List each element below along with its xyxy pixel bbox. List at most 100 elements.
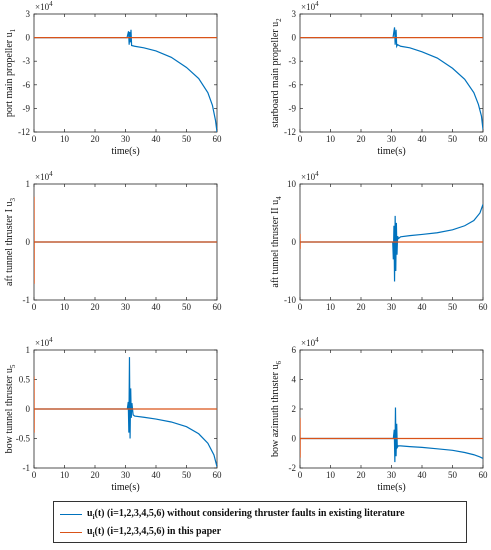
y-tick-label: 1 <box>26 345 31 355</box>
y-tick-label: -9 <box>289 103 297 113</box>
axis-exponent: ×104 <box>301 0 319 12</box>
x-tick-label: 60 <box>213 134 223 144</box>
y-tick-label: 4 <box>292 375 297 385</box>
x-tick-label: 0 <box>32 134 37 144</box>
y-tick-label: -6 <box>23 80 31 90</box>
x-tick-label: 50 <box>182 470 192 480</box>
x-axis-label: time(s) <box>111 146 139 157</box>
x-tick-label: 20 <box>357 470 367 480</box>
x-tick-label: 20 <box>357 302 367 312</box>
y-tick-label: 3 <box>26 9 31 19</box>
x-tick-label: 20 <box>357 134 367 144</box>
x-axis-label: time(s) <box>377 146 405 157</box>
x-tick-label: 40 <box>418 470 428 480</box>
x-tick-label: 60 <box>479 302 489 312</box>
x-tick-label: 40 <box>418 302 428 312</box>
y-tick-label: -1 <box>23 463 31 473</box>
series-line-this_paper <box>34 376 217 433</box>
legend-swatch-literature <box>60 513 82 515</box>
x-tick-label: 40 <box>152 470 162 480</box>
y-tick-label: 0 <box>292 237 297 247</box>
x-tick-label: 60 <box>479 470 489 480</box>
y-tick-label: 1 <box>26 179 31 189</box>
legend-item-this-paper: ui(t) (i=1,2,3,4,5,6) in this paper <box>60 524 221 540</box>
x-tick-label: 0 <box>298 302 303 312</box>
x-axis-label: time(s) <box>377 482 405 493</box>
legend-label-literature: ui(t) (i=1,2,3,4,5,6) without considerin… <box>87 507 405 521</box>
x-tick-label: 20 <box>91 134 101 144</box>
y-tick-label: 10 <box>287 179 297 189</box>
x-tick-label: 10 <box>326 470 336 480</box>
x-tick-label: 0 <box>298 470 303 480</box>
y-tick-label: 0 <box>26 33 31 43</box>
x-tick-label: 50 <box>448 134 458 144</box>
y-tick-label: 0 <box>292 33 297 43</box>
x-tick-label: 50 <box>448 470 458 480</box>
subplot-5: 0 10 20 30 40 50 60 -1 -0.5 0 0.5 1 ×104 time(s) bow t… <box>4 336 222 493</box>
axis-exponent: ×104 <box>301 170 319 182</box>
x-tick-label: 40 <box>152 134 162 144</box>
series-line-this_paper <box>300 417 483 458</box>
y-tick-label: -3 <box>23 56 31 66</box>
x-tick-label: 10 <box>60 302 70 312</box>
x-tick-label: 50 <box>448 302 458 312</box>
x-tick-label: 30 <box>387 134 397 144</box>
y-tick-label: 3 <box>292 9 297 19</box>
x-tick-label: 50 <box>182 134 192 144</box>
x-tick-label: 0 <box>32 302 37 312</box>
y-tick-label: -1 <box>23 295 31 305</box>
y-tick-label: -2 <box>289 463 297 473</box>
y-tick-label: -0.5 <box>16 434 31 444</box>
series-line-literature <box>34 357 217 467</box>
x-tick-label: 60 <box>213 302 223 312</box>
x-tick-label: 30 <box>387 470 397 480</box>
series-line-literature <box>300 204 483 282</box>
y-tick-label: -12 <box>18 127 30 137</box>
x-axis-label: time(s) <box>111 482 139 493</box>
plot-area <box>33 13 218 133</box>
axis-exponent: ×104 <box>35 336 53 348</box>
x-tick-label: 40 <box>418 134 428 144</box>
y-tick-label: 2 <box>292 404 297 414</box>
x-tick-label: 60 <box>479 134 489 144</box>
legend-swatch-this-paper <box>60 531 82 533</box>
legend-label-this-paper: ui(t) (i=1,2,3,4,5,6) in this paper <box>87 525 222 539</box>
series-line-this_paper <box>300 233 483 249</box>
x-tick-label: 0 <box>298 134 303 144</box>
y-axis-label: port main propeller u1 <box>4 28 17 117</box>
x-tick-label: 60 <box>213 470 223 480</box>
x-tick-label: 20 <box>91 470 101 480</box>
y-tick-label: 0.5 <box>19 375 31 385</box>
x-tick-label: 10 <box>326 302 336 312</box>
y-axis-label: bow azimuth thruster u6 <box>270 361 283 457</box>
y-tick-label: 0 <box>26 404 31 414</box>
x-tick-label: 40 <box>152 302 162 312</box>
y-tick-label: -10 <box>284 295 296 305</box>
y-tick-label: -3 <box>289 56 297 66</box>
axis-exponent: ×104 <box>301 336 319 348</box>
x-tick-label: 30 <box>121 470 131 480</box>
y-tick-label: -6 <box>289 80 297 90</box>
legend-item-literature: ui(t) (i=1,2,3,4,5,6) without considerin… <box>60 506 405 522</box>
x-tick-label: 0 <box>32 470 37 480</box>
x-tick-label: 20 <box>91 302 101 312</box>
axis-exponent: ×104 <box>35 170 53 182</box>
x-tick-label: 10 <box>60 470 70 480</box>
y-axis-label: bow tunnel thruster u5 <box>4 364 17 453</box>
series-line-literature <box>300 407 483 463</box>
x-tick-label: 30 <box>387 302 397 312</box>
x-tick-label: 30 <box>121 302 131 312</box>
y-tick-label: 0 <box>292 434 297 444</box>
y-tick-label: -9 <box>23 103 31 113</box>
plot-area <box>299 13 484 133</box>
y-tick-label: 0 <box>26 237 31 247</box>
subplot-2: 0 10 20 30 40 50 60 -12 -9 -6 -3 0 3 ×104 time(s) starb… <box>270 0 488 157</box>
x-tick-label: 50 <box>182 302 192 312</box>
series-line-this_paper <box>34 196 217 284</box>
y-tick-label: 6 <box>292 345 297 355</box>
